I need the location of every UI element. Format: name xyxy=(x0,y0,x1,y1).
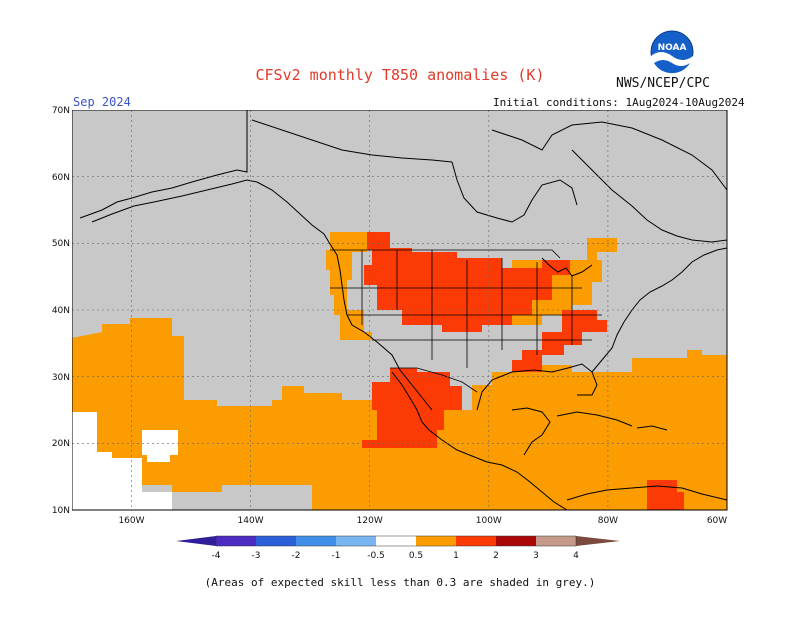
coastline-baja xyxy=(391,371,430,431)
lon-label-160w: 160W xyxy=(118,516,144,526)
colorbar-tick-3: 3 xyxy=(533,551,539,561)
colorbar-tick-m3: -3 xyxy=(252,551,261,561)
border-state-2 xyxy=(330,287,602,341)
colorbar-tick-m2: -2 xyxy=(292,551,301,561)
coastline-south-america xyxy=(566,485,728,501)
skill-footnote: (Areas of expected skill less than 0.3 a… xyxy=(204,576,596,589)
coastline-arctic-islands xyxy=(491,121,728,191)
colorbar-tick-4: 4 xyxy=(573,551,579,561)
initial-conditions-label: Initial conditions: 1Aug2024-10Aug2024 xyxy=(493,96,745,109)
coastline-east-us xyxy=(591,247,728,373)
colorbar-high-arrow xyxy=(576,536,620,546)
coastline-lakes xyxy=(541,257,593,277)
valid-month-label: Sep 2024 xyxy=(73,95,131,109)
lon-label-80w: 80W xyxy=(598,516,618,526)
colorbar-bin-9 xyxy=(536,536,576,546)
colorbar-tick-m1: -1 xyxy=(332,551,341,561)
lat-label-70n: 70N xyxy=(52,106,70,116)
coastline-alaska-south xyxy=(91,179,258,223)
lat-label-10n: 10N xyxy=(52,506,70,516)
border-us-mexico xyxy=(390,367,478,393)
anomaly-map xyxy=(72,110,728,511)
map-title: CFSv2 monthly T850 anomalies (K) xyxy=(255,66,545,84)
border-us-canada xyxy=(330,249,561,259)
anomaly-region-red-mexico xyxy=(362,368,462,448)
lat-label-30n: 30N xyxy=(52,373,70,383)
coastlines xyxy=(79,110,728,511)
longitude-label-row: 160W 140W 120W 100W 80W 60W xyxy=(118,516,727,526)
map-area xyxy=(72,110,728,511)
lat-label-40n: 40N xyxy=(52,306,70,316)
colorbar-tick-m05: -0.5 xyxy=(367,551,385,561)
colorbar-tick-2: 2 xyxy=(493,551,499,561)
colorbar-bin-5 xyxy=(376,536,416,546)
lon-label-100w: 100W xyxy=(476,516,502,526)
noaa-logo: NOAA xyxy=(650,30,694,74)
coastline-arctic xyxy=(251,119,453,163)
lon-label-120w: 120W xyxy=(357,516,383,526)
anomaly-region-red-southeast xyxy=(512,310,607,372)
lat-label-50n: 50N xyxy=(52,239,70,249)
latitude-label-column: 70N 60N 50N 40N 30N 20N 10N xyxy=(52,106,70,516)
colorbar-low-arrow xyxy=(176,536,216,546)
map-frame xyxy=(72,110,728,511)
border-state-1 xyxy=(361,250,573,368)
colorbar-tick-05: 0.5 xyxy=(409,551,423,561)
colorbar-tick-1: 1 xyxy=(453,551,459,561)
colorbar-bin-7 xyxy=(456,536,496,546)
colorbar-bin-6 xyxy=(416,536,456,546)
lon-label-140w: 140W xyxy=(238,516,264,526)
colorbar-tick-m4: -4 xyxy=(212,551,221,561)
colorbar-bin-1 xyxy=(216,536,256,546)
colorbar-bin-3 xyxy=(296,536,336,546)
political-borders xyxy=(246,110,602,393)
coastline-pacific-nw xyxy=(256,181,433,411)
coastline-yucatan xyxy=(511,407,551,456)
coastline-cuba xyxy=(556,411,633,427)
lower-left-white xyxy=(72,412,172,510)
lat-label-20n: 20N xyxy=(52,439,70,449)
colorbar-bin-8 xyxy=(496,536,536,546)
coastline-canada-east xyxy=(571,149,728,243)
coastline-hispaniola xyxy=(636,425,668,431)
coastline-gulf xyxy=(476,363,598,411)
agency-label: NWS/NCEP/CPC xyxy=(616,76,710,91)
anomaly-region-east xyxy=(587,238,617,260)
colorbar-frame xyxy=(215,535,577,547)
colorbar: -4 -3 -2 -1 -0.5 0.5 1 2 3 4 xyxy=(176,535,620,561)
lon-label-60w: 60W xyxy=(707,516,727,526)
logo-text: NOAA xyxy=(658,43,687,53)
coastline-hudson xyxy=(451,161,578,223)
hawaii-white-patch xyxy=(142,430,178,462)
colorbar-bin-4 xyxy=(336,536,376,546)
coastline-mexico-west xyxy=(428,429,488,463)
coastline-central-america xyxy=(486,461,568,511)
colorbar-bin-2 xyxy=(256,536,296,546)
lat-label-60n: 60N xyxy=(52,173,70,183)
graticule xyxy=(72,110,727,510)
coastline-alaska xyxy=(79,110,248,219)
